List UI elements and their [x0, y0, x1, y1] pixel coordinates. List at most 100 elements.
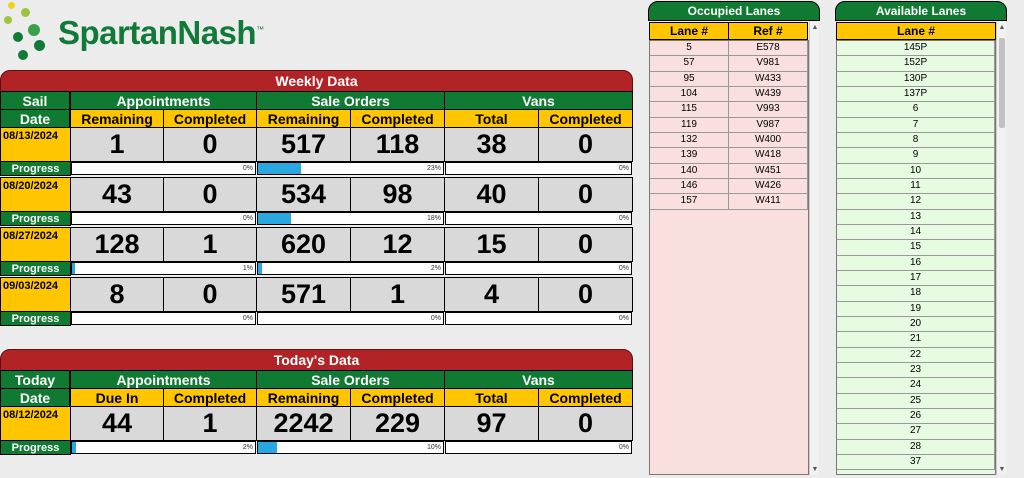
scroll-up-icon[interactable]: ▲: [811, 24, 819, 31]
occupied-ref-col-header: Ref #: [728, 22, 808, 40]
ref-number: W433: [729, 71, 808, 87]
weekly-value-cell: 620: [256, 227, 351, 262]
weekly-progress-bar: 0%: [445, 262, 632, 275]
lane-number: 37: [837, 454, 995, 471]
available-lane-row[interactable]: 26: [837, 408, 995, 425]
progress-fill: [258, 263, 262, 274]
available-lane-row[interactable]: 152P: [837, 56, 995, 72]
today-subheader: Completed: [163, 388, 257, 407]
today-value-cell: 0: [538, 406, 633, 441]
occupied-lane-col-header: Lane #: [649, 22, 729, 40]
today-date-label-2: Date: [0, 388, 70, 407]
occupied-lane-row[interactable]: 157 W411: [650, 194, 808, 210]
available-lane-row[interactable]: 10: [837, 163, 995, 179]
available-lane-row[interactable]: 24: [837, 378, 995, 394]
lane-number: 115: [650, 102, 729, 118]
scroll-down-icon[interactable]: ▼: [811, 466, 819, 473]
lane-number: 6: [837, 102, 995, 118]
available-lane-row[interactable]: 18: [837, 286, 995, 302]
weekly-value-cell: 0: [538, 127, 633, 162]
available-lane-row[interactable]: 23: [837, 362, 995, 379]
available-lane-row[interactable]: 22: [837, 347, 995, 363]
ref-number: W400: [729, 132, 808, 149]
weekly-value-cell: 0: [163, 177, 257, 212]
today-progress-bar: 10%: [257, 441, 444, 454]
occupied-scrollbar[interactable]: ▲ ▼: [809, 22, 819, 475]
lane-number: 157: [650, 194, 729, 210]
today-group-header: Appointments: [70, 370, 257, 389]
occupied-lane-row[interactable]: 95 W433: [650, 71, 808, 87]
available-lane-row[interactable]: 37: [837, 454, 995, 471]
occupied-lane-row[interactable]: 57 V981: [650, 56, 808, 72]
available-lane-row[interactable]: 9: [837, 148, 995, 164]
weekly-value-cell: 1: [163, 227, 257, 262]
occupied-lane-row[interactable]: 132 W400: [650, 132, 808, 149]
available-lane-row[interactable]: 27: [837, 424, 995, 440]
occupied-lane-row[interactable]: 104 W439: [650, 86, 808, 103]
available-lane-row[interactable]: 137P: [837, 86, 995, 103]
lane-number: 12: [837, 194, 995, 210]
available-lane-row[interactable]: 21: [837, 332, 995, 348]
occupied-lane-row[interactable]: 146 W426: [650, 178, 808, 195]
available-lane-row[interactable]: 145P: [837, 41, 995, 57]
weekly-progress-bar: 0%: [71, 312, 256, 325]
scroll-thumb[interactable]: [999, 38, 1005, 128]
ref-number: W439: [729, 86, 808, 103]
lane-number: 19: [837, 301, 995, 317]
available-lane-row[interactable]: 20: [837, 316, 995, 333]
occupied-lanes-list[interactable]: 5 E578 57 V981 95 W433 104 W439 115 V993 119 V987 13…: [649, 40, 809, 475]
progress-percent: 0%: [618, 215, 629, 222]
weekly-value-cell: 1: [350, 277, 445, 312]
available-lanes-list[interactable]: 145P 152P 130P 137P 6 7 8 9 10 11 12 13 14 15 16 17 18 19…: [836, 40, 996, 475]
weekly-value-cell: 1: [70, 127, 164, 162]
logo-dot: [8, 2, 15, 9]
weekly-progress-bar: 23%: [257, 162, 444, 175]
lane-number: 104: [650, 86, 729, 103]
lane-number: 5: [650, 41, 729, 57]
available-lane-row[interactable]: 25: [837, 393, 995, 409]
ref-number: W426: [729, 178, 808, 195]
occupied-lane-row[interactable]: 115 V993: [650, 102, 808, 118]
available-lane-row[interactable]: 17: [837, 270, 995, 287]
weekly-value-cell: 517: [256, 127, 351, 162]
weekly-value-cell: 15: [444, 227, 539, 262]
today-value-cell: 2242: [256, 406, 351, 441]
weekly-subheader: Completed: [163, 109, 257, 128]
weekly-value-cell: 0: [538, 277, 633, 312]
occupied-lane-row[interactable]: 139 W418: [650, 148, 808, 164]
occupied-lane-row[interactable]: 119 V987: [650, 117, 808, 133]
available-lane-row[interactable]: 16: [837, 255, 995, 271]
available-lane-row[interactable]: 19: [837, 301, 995, 317]
weekly-progress-label: Progress: [0, 161, 71, 176]
available-lane-row[interactable]: 15: [837, 240, 995, 256]
occupied-lane-row[interactable]: 5 E578: [650, 41, 808, 57]
progress-percent: 0%: [618, 444, 629, 451]
available-lane-row[interactable]: 7: [837, 117, 995, 133]
available-lane-row[interactable]: 13: [837, 209, 995, 225]
ref-number: V987: [729, 117, 808, 133]
today-subheader: Completed: [350, 388, 445, 407]
weekly-value-cell: 0: [538, 177, 633, 212]
progress-percent: 23%: [426, 165, 441, 172]
today-subheader: Completed: [538, 388, 633, 407]
available-lane-row[interactable]: 130P: [837, 71, 995, 87]
lane-number: 132: [650, 132, 729, 149]
ref-number: V993: [729, 102, 808, 118]
ref-number: V981: [729, 56, 808, 72]
weekly-subheader: Completed: [538, 109, 633, 128]
available-lane-row[interactable]: 12: [837, 194, 995, 210]
available-lane-row[interactable]: 11: [837, 178, 995, 195]
scroll-up-icon[interactable]: ▲: [998, 24, 1006, 31]
available-lane-row[interactable]: 28: [837, 439, 995, 455]
scroll-down-icon[interactable]: ▼: [998, 466, 1006, 473]
available-lane-row[interactable]: 14: [837, 224, 995, 241]
occupied-lane-row[interactable]: 140 W451: [650, 163, 808, 179]
progress-fill: [258, 213, 292, 224]
logo-wordmark: SpartanNash™: [58, 14, 264, 51]
available-scrollbar[interactable]: ▲ ▼: [996, 22, 1006, 475]
available-lane-row[interactable]: 6: [837, 102, 995, 118]
lane-number: 119: [650, 117, 729, 133]
logo-dot: [21, 8, 30, 17]
available-lane-row[interactable]: 8: [837, 132, 995, 149]
weekly-value-cell: 0: [163, 277, 257, 312]
